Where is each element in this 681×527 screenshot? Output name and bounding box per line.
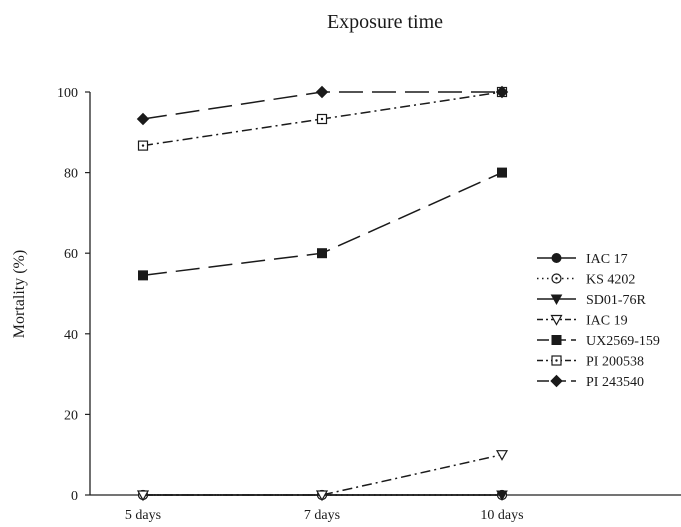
legend-label: UX2569-159 [586, 334, 660, 349]
series-iac-19 [136, 450, 509, 502]
legend-label: KS 4202 [586, 273, 635, 288]
legend-item: KS 4202 [537, 273, 635, 288]
legend-item: PI 200538 [537, 355, 644, 370]
legend: IAC 17 KS 4202 SD01-76R IAC 19 UX2569-159 PI … [537, 252, 660, 390]
series-ux2569-159 [138, 167, 507, 281]
legend-marker [551, 253, 562, 263]
legend-label: IAC 17 [586, 252, 628, 267]
legend-item: UX2569-159 [537, 334, 660, 349]
y-tick-label: 40 [64, 328, 78, 343]
data-point [137, 140, 149, 151]
y-tick-label: 80 [64, 167, 78, 182]
y-tick-label: 100 [57, 86, 78, 101]
y-tick-label: 20 [64, 408, 78, 423]
legend-marker [550, 374, 563, 388]
data-point [316, 113, 328, 125]
x-tick-label: 10 days [480, 508, 523, 523]
legend-marker [551, 335, 562, 345]
data-point [315, 85, 329, 99]
series-pi-243540 [136, 85, 509, 126]
data-point [136, 112, 150, 126]
legend-label: IAC 19 [586, 314, 628, 329]
y-tick-label: 0 [71, 489, 78, 504]
x-tick-label: 7 days [304, 508, 340, 523]
legend-label: PI 200538 [586, 355, 644, 370]
y-tick-label: 60 [64, 247, 78, 262]
chart-title: Exposure time [327, 11, 443, 33]
legend-marker [550, 294, 563, 306]
legend-marker [550, 314, 563, 326]
data-point [138, 270, 148, 281]
x-tick-label: 5 days [125, 508, 161, 523]
data-point [317, 248, 327, 259]
data-point [496, 490, 508, 502]
y-axis-label: Mortality (%) [11, 250, 28, 338]
legend-label: SD01-76R [586, 293, 647, 308]
legend-item: IAC 19 [537, 314, 628, 329]
data-point [495, 450, 509, 461]
legend-label: PI 243540 [586, 375, 644, 390]
legend-item: PI 243540 [537, 374, 644, 390]
legend-marker [551, 273, 562, 284]
series-line [142, 171, 503, 277]
series-line [143, 453, 503, 496]
legend-item: IAC 17 [537, 252, 628, 267]
data-point [495, 85, 509, 99]
data-point [315, 490, 329, 502]
data-point [497, 167, 507, 178]
legend-item: SD01-76R [537, 293, 647, 308]
data-point [136, 490, 150, 502]
legend-marker [551, 355, 562, 366]
